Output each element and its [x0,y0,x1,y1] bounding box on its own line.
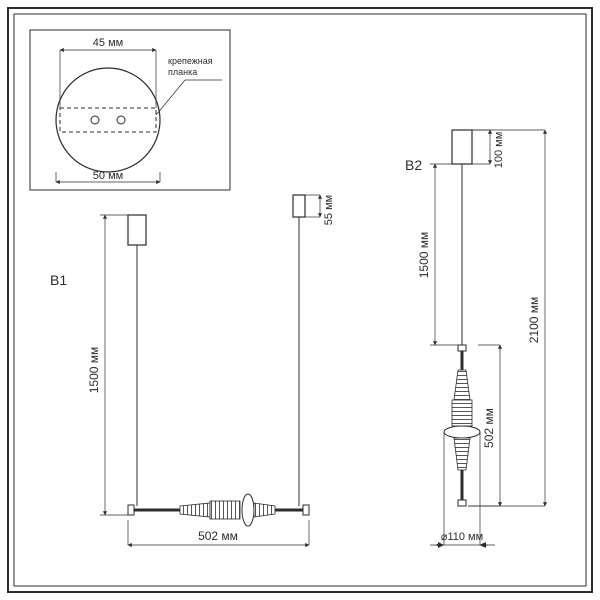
b1-dim-height: 1500 мм [87,347,101,394]
b2-dim-cap: 100 мм [493,132,505,169]
b1-dim-width: 502 мм [198,529,238,543]
b2-figure: В2 100 мм [405,130,545,548]
b2-cap [452,130,472,164]
b1-figure: В1 [50,195,335,545]
b2-dim-diameter: ⌀110 мм [441,531,483,543]
b2-dim-cord: 1500 мм [417,232,431,279]
diagram-root: 45 мм крепежная планка 50 мм В1 [0,0,600,600]
b2-label: В2 [405,157,422,173]
inset-dim-bottom: 50 мм [93,170,123,182]
b1-bar [128,494,309,526]
inset-note-l1: крепежная [168,56,213,66]
inset-box: 45 мм крепежная планка 50 мм [30,30,230,190]
b1-label: В1 [50,272,67,288]
inset-note-l2: планка [168,67,197,77]
b1-dim-cap: 55 мм [323,195,335,225]
b2-dim-total: 2100 мм [527,297,541,344]
inset-dim-top: 45 мм [93,37,123,49]
b1-cap-left [128,215,146,245]
b1-cap-right [293,195,305,217]
diagram-svg: 45 мм крепежная планка 50 мм В1 [0,0,600,600]
b2-dim-body: 502 мм [482,408,496,448]
b2-body [444,345,480,506]
